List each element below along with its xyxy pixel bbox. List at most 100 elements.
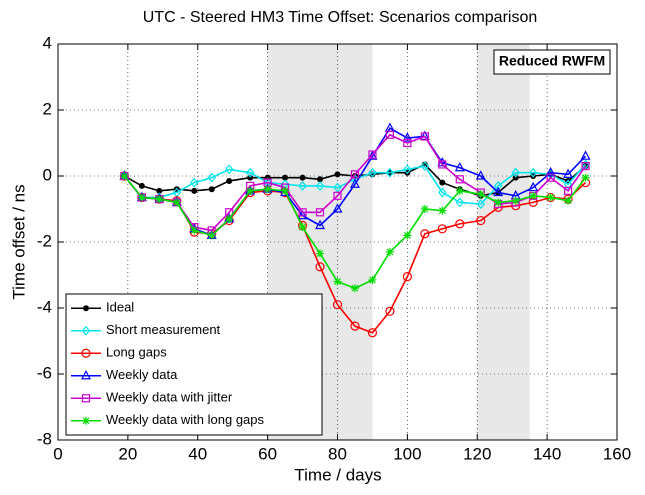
marker: [245, 167, 255, 178]
marker-shape: [350, 170, 360, 179]
marker-shape: [81, 394, 91, 403]
marker-shape: [263, 185, 272, 194]
marker: [420, 161, 430, 172]
marker-shape: [545, 166, 556, 177]
marker: [563, 179, 573, 190]
annotation: Reduced RWFM: [499, 53, 605, 69]
marker-shape: [476, 215, 486, 226]
marker-shape: [385, 167, 395, 178]
marker: [315, 219, 326, 230]
marker-shape: [332, 203, 343, 213]
marker: [563, 168, 574, 178]
marker-shape: [350, 321, 360, 331]
marker: [247, 174, 254, 181]
marker: [455, 186, 464, 195]
marker-shape: [439, 179, 446, 186]
marker-shape: [264, 174, 271, 181]
marker-shape: [420, 229, 430, 239]
marker: [225, 214, 234, 223]
marker-shape: [297, 209, 308, 220]
marker-shape: [155, 195, 164, 204]
marker: [476, 199, 486, 209]
marker: [420, 229, 430, 239]
marker: [511, 196, 520, 205]
marker: [208, 186, 215, 193]
marker-shape: [225, 214, 234, 223]
marker: [207, 231, 216, 240]
marker: [332, 300, 343, 310]
marker-shape: [385, 306, 395, 316]
marker-shape: [563, 168, 574, 178]
marker: [333, 182, 342, 193]
marker: [350, 284, 359, 293]
marker-shape: [349, 178, 360, 188]
marker-shape: [316, 249, 325, 258]
plot-frame: [57, 43, 618, 441]
y-tick-label: -8: [37, 429, 52, 448]
x-tick-label: 60: [258, 444, 277, 463]
marker-shape: [529, 191, 538, 200]
marker-shape: [282, 174, 289, 181]
marker-shape: [246, 186, 255, 195]
marker: [438, 206, 447, 215]
marker: [402, 272, 412, 282]
marker-shape: [299, 174, 306, 181]
marker: [349, 178, 360, 188]
marker-shape: [81, 369, 91, 380]
series: [119, 122, 591, 239]
marker: [191, 187, 198, 194]
marker: [367, 328, 378, 338]
marker: [281, 186, 290, 195]
marker: [368, 150, 377, 159]
x-axis-label: Time / days: [294, 465, 381, 484]
marker-shape: [528, 167, 538, 178]
marker: [455, 219, 465, 229]
marker: [246, 186, 255, 195]
x-tick-label: 40: [188, 444, 207, 463]
marker-shape: [455, 197, 465, 208]
marker-shape: [315, 208, 325, 217]
annotation-box: [493, 49, 611, 75]
marker-shape: [511, 196, 520, 205]
marker-shape: [247, 174, 254, 181]
marker-shape: [245, 167, 255, 178]
marker: [475, 170, 486, 180]
marker-shape: [350, 284, 359, 293]
shaded-region: [477, 44, 530, 440]
marker-shape: [546, 193, 555, 202]
marker-shape: [298, 180, 307, 191]
marker-shape: [385, 130, 395, 139]
marker: [493, 180, 503, 191]
marker: [581, 173, 590, 182]
marker: [529, 191, 538, 200]
marker-shape: [81, 325, 91, 336]
marker: [315, 208, 325, 217]
legend-label: Ideal: [106, 300, 134, 315]
marker: [190, 226, 199, 235]
marker: [316, 249, 325, 258]
marker: [545, 166, 556, 177]
marker-shape: [334, 171, 341, 178]
marker-shape: [367, 328, 378, 338]
marker-shape: [475, 170, 486, 180]
marker: [317, 176, 324, 183]
marker: [385, 167, 395, 178]
marker: [420, 205, 429, 213]
marker-shape: [190, 226, 199, 235]
marker: [333, 277, 342, 286]
marker: [564, 196, 573, 205]
marker-shape: [281, 186, 290, 195]
marker-shape: [493, 180, 503, 191]
marker: [299, 174, 306, 181]
x-tick-label: 20: [118, 444, 137, 463]
marker-shape: [82, 416, 90, 425]
marker: [528, 167, 538, 178]
marker-shape: [224, 164, 234, 175]
marker: [403, 164, 412, 175]
marker-shape: [511, 167, 520, 178]
marker: [138, 182, 145, 189]
marker-shape: [494, 198, 503, 207]
marker-shape: [476, 199, 486, 209]
marker: [120, 172, 129, 180]
marker: [156, 187, 163, 194]
